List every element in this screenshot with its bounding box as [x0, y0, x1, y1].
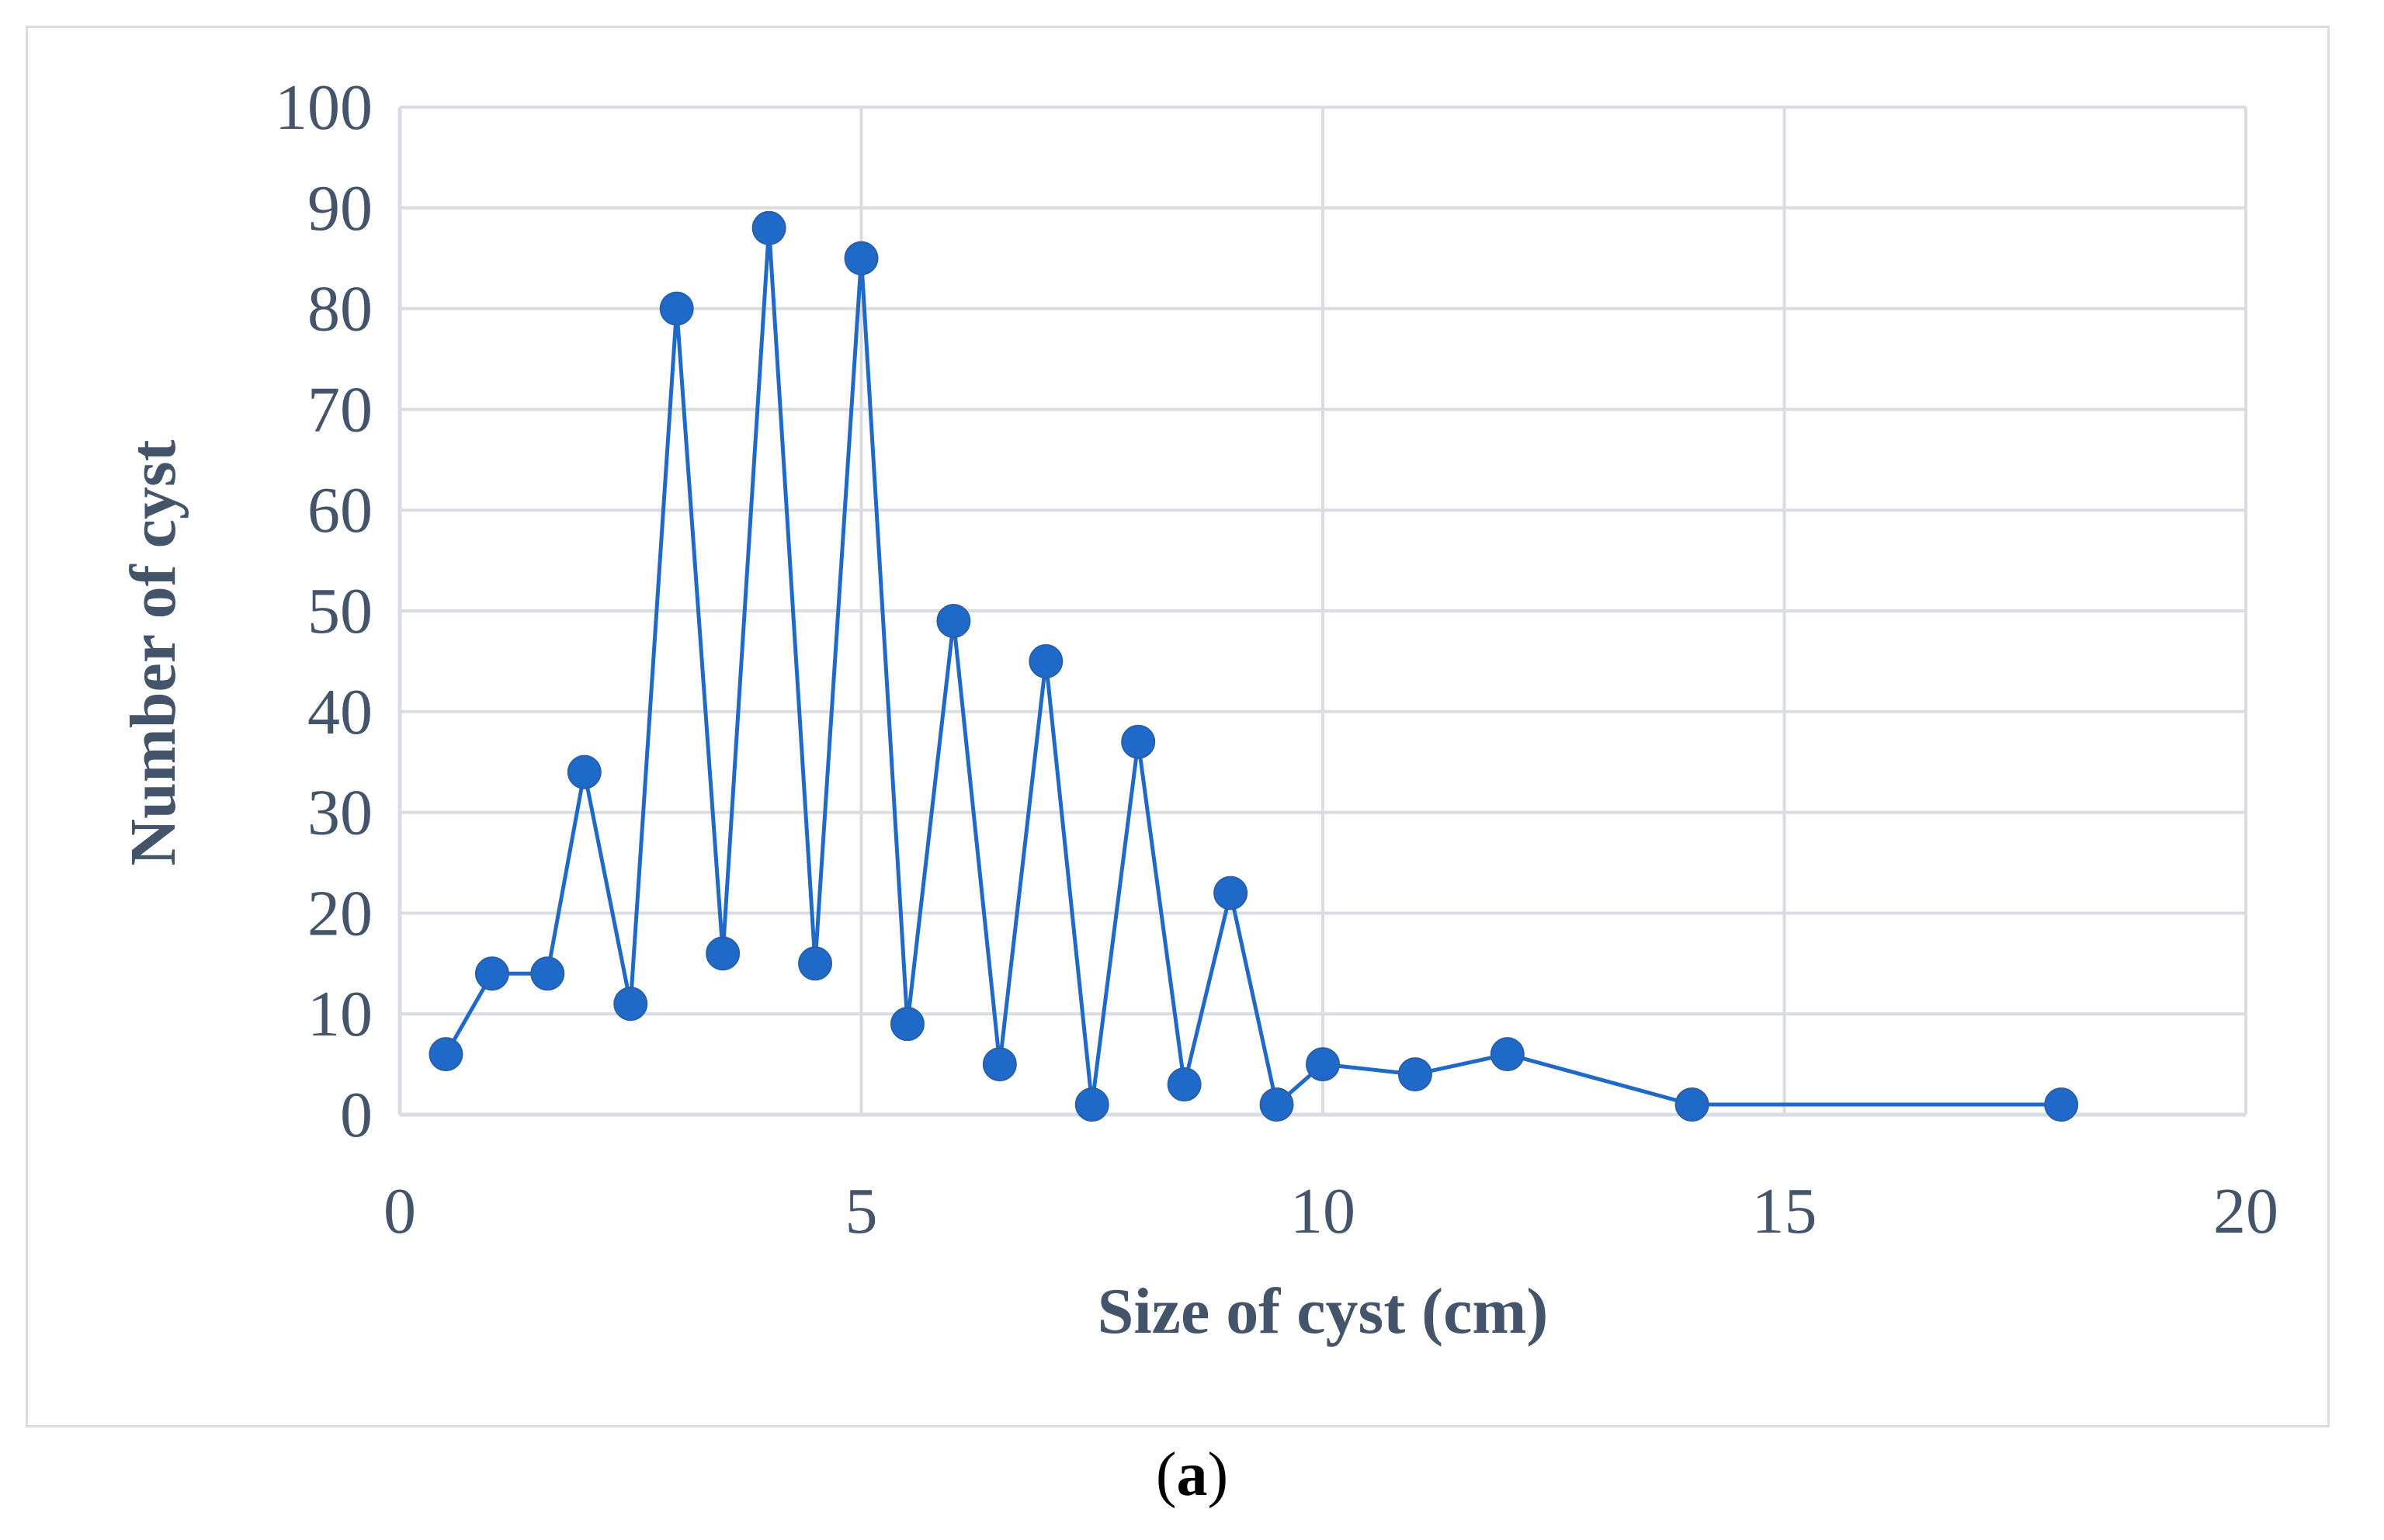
chart-frame: [26, 26, 2330, 1427]
y-tick-label: 20: [307, 877, 373, 949]
x-tick-label: 10: [1290, 1175, 1355, 1247]
data-point: [2044, 1087, 2079, 1122]
data-series: [429, 210, 2079, 1122]
data-point: [1397, 1057, 1432, 1092]
data-point: [1259, 1087, 1294, 1122]
y-tick-label: 100: [275, 71, 373, 144]
data-point: [706, 936, 741, 971]
panel-label-open: (: [1155, 1441, 1177, 1509]
grid-lines: [398, 106, 2247, 1116]
y-tick-label: 80: [307, 273, 373, 345]
data-point: [936, 603, 971, 638]
x-tick-labels: 0 5 10 15 20: [383, 1175, 2278, 1247]
x-tick-label: 20: [2213, 1175, 2278, 1247]
y-tick-labels: 0 10 20 30 40 50 60 70 80 90 100: [275, 71, 373, 1151]
data-point: [659, 291, 694, 326]
data-point: [1490, 1037, 1525, 1072]
data-point: [1029, 643, 1064, 678]
data-point: [1121, 724, 1156, 759]
data-point: [1306, 1047, 1340, 1082]
y-tick-label: 90: [307, 172, 373, 245]
y-tick-label: 0: [340, 1079, 373, 1151]
panel-label-close: ): [1207, 1441, 1229, 1509]
y-tick-label: 60: [307, 474, 373, 546]
panel-label-letter: a: [1176, 1441, 1208, 1509]
data-point: [844, 241, 879, 276]
data-point: [567, 754, 602, 789]
series-line: [444, 226, 2062, 1107]
data-point: [530, 956, 565, 991]
x-tick-label: 0: [383, 1175, 416, 1247]
y-tick-label: 30: [307, 777, 373, 849]
y-tick-label: 40: [307, 676, 373, 748]
x-tick-label: 15: [1752, 1175, 1817, 1247]
data-point: [982, 1047, 1017, 1082]
y-tick-label: 10: [307, 978, 373, 1050]
data-point: [474, 956, 509, 991]
y-axis-title: Number of cyst: [117, 439, 189, 865]
data-point: [798, 946, 833, 981]
y-tick-label: 50: [307, 575, 373, 647]
axes: [397, 107, 2246, 1117]
x-axis-title: Size of cyst (cm): [1098, 1275, 1549, 1348]
data-point: [751, 210, 786, 245]
data-point: [890, 1007, 925, 1042]
y-tick-label: 70: [307, 373, 373, 446]
data-point: [613, 987, 648, 1021]
data-point: [429, 1037, 463, 1072]
data-point: [1213, 876, 1248, 910]
panel-label: (a): [0, 1440, 2384, 1511]
x-tick-label: 5: [845, 1175, 878, 1247]
data-point: [1167, 1067, 1202, 1102]
data-point: [1674, 1087, 1709, 1122]
data-point: [1074, 1087, 1109, 1122]
